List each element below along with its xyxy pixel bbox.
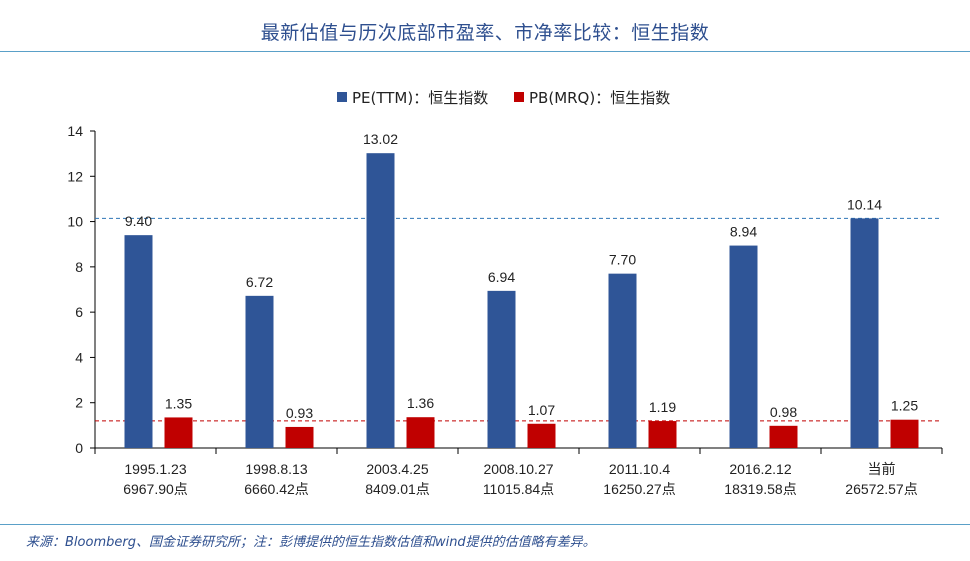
x-tick-label: 6967.90点: [123, 481, 188, 497]
x-tick-label: 2003.4.25: [366, 461, 428, 477]
pe-bar: [245, 295, 274, 448]
x-axis: 1995.1.23 6967.90点 1998.8.13 6660.42点 2003.4…: [94, 447, 943, 497]
pe-bar: [124, 235, 153, 448]
y-tick-label: 14: [67, 123, 83, 139]
x-tick-label: 2016.2.12: [729, 461, 791, 477]
source-note: 来源：Bloomberg、国金证券研究所；注：彭博提供的恒生指数估值和wind提…: [26, 535, 596, 550]
y-tick-label: 0: [75, 440, 83, 456]
x-tick-label: 11015.84点: [483, 481, 554, 497]
pe-bar: [850, 218, 879, 448]
x-tick-label: 2008.10.27: [483, 461, 553, 477]
pb-bar: [527, 423, 556, 448]
legend: PE(TTM)：恒生指数 PB(MRQ)：恒生指数: [337, 89, 670, 107]
pb-bar: [890, 419, 919, 448]
y-tick-label: 4: [75, 349, 83, 365]
pe-value-label: 10.14: [847, 196, 882, 212]
pb-bar: [285, 426, 314, 448]
pe-value-label: 13.02: [363, 131, 398, 147]
y-tick-label: 6: [75, 304, 83, 320]
x-tick-label: 当前: [868, 461, 896, 477]
data-labels: 9.40 1.35 6.72 0.93 13.02 1.36 6.94 1.07 7.70 1.1…: [125, 131, 918, 421]
legend-swatch-pb: [514, 92, 524, 102]
pe-value-label: 6.94: [488, 269, 515, 285]
pb-value-label: 1.36: [407, 395, 434, 411]
x-tick-label: 1998.8.13: [245, 461, 307, 477]
pe-value-label: 6.72: [246, 274, 273, 290]
pe-value-label: 7.70: [609, 252, 636, 268]
x-tick-label: 8409.01点: [365, 481, 430, 497]
y-axis: 0 2 4 6 8 10 12 14: [67, 123, 96, 456]
pe-value-label: 9.40: [125, 213, 152, 229]
bars: [124, 153, 919, 448]
pe-bar: [487, 290, 516, 448]
x-tick-label: 2011.10.4: [609, 461, 670, 477]
chart-title: 最新估值与历次底部市盈率、市净率比较：恒生指数: [260, 22, 710, 44]
pe-bar: [729, 245, 758, 448]
pe-bar: [608, 273, 637, 448]
pb-value-label: 1.25: [891, 398, 918, 414]
x-tick-label: 1995.1.23: [124, 461, 186, 477]
y-tick-label: 2: [75, 395, 83, 411]
pb-bar: [406, 417, 435, 448]
legend-swatch-pe: [337, 92, 347, 102]
pb-value-label: 1.35: [165, 395, 192, 411]
legend-label-pe: PE(TTM)：恒生指数: [352, 89, 488, 107]
x-tick-label: 26572.57点: [845, 481, 917, 497]
pb-value-label: 0.98: [770, 404, 797, 420]
reference-lines: [95, 217, 942, 422]
legend-label-pb: PB(MRQ)：恒生指数: [529, 89, 670, 107]
pb-value-label: 0.93: [286, 405, 313, 421]
source-divider: [0, 524, 970, 525]
pb-value-label: 1.07: [528, 402, 555, 418]
pb-bar: [648, 421, 677, 448]
x-tick-label: 6660.42点: [244, 481, 309, 497]
pb-bar: [164, 417, 193, 448]
pe-bar: [366, 153, 395, 448]
x-tick-label: 16250.27点: [603, 481, 675, 497]
pb-bar: [769, 425, 798, 448]
pe-value-label: 8.94: [730, 224, 757, 240]
title-divider: [0, 51, 970, 52]
y-tick-label: 12: [67, 168, 83, 184]
y-tick-label: 8: [75, 259, 83, 275]
y-tick-label: 10: [67, 214, 83, 230]
pb-value-label: 1.19: [649, 399, 676, 415]
x-tick-label: 18319.58点: [724, 481, 796, 497]
